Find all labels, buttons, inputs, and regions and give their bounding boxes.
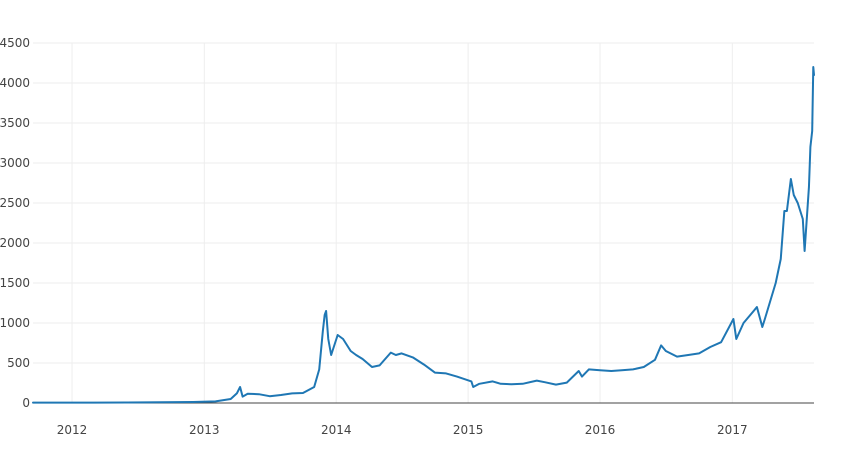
x-tick-label: 2013 [189, 423, 220, 437]
x-tick-label: 2015 [453, 423, 484, 437]
series-layer [32, 66, 815, 404]
y-tick-label: 2500 [0, 196, 30, 210]
x-tick-label: 2017 [717, 423, 748, 437]
y-tick-label: 3000 [0, 156, 30, 170]
y-tick-label: 4000 [0, 76, 30, 90]
x-tick-label: 2012 [57, 423, 88, 437]
y-tick-label: 0 [22, 396, 30, 410]
x-tick-label: 2016 [585, 423, 616, 437]
y-tick-label: 3500 [0, 116, 30, 130]
y-tick-label: 2000 [0, 236, 30, 250]
y-tick-label: 500 [7, 356, 30, 370]
y-tick-label: 4500 [0, 36, 30, 50]
series-line [32, 66, 815, 404]
y-tick-label: 1000 [0, 316, 30, 330]
axis-layer: 0 500 1000 1500 2000 2500 3000 3500 4000 4500 2012… [0, 36, 814, 437]
y-tick-label: 1500 [0, 276, 30, 290]
x-tick-label: 2014 [321, 423, 352, 437]
grid-layer [33, 42, 814, 403]
